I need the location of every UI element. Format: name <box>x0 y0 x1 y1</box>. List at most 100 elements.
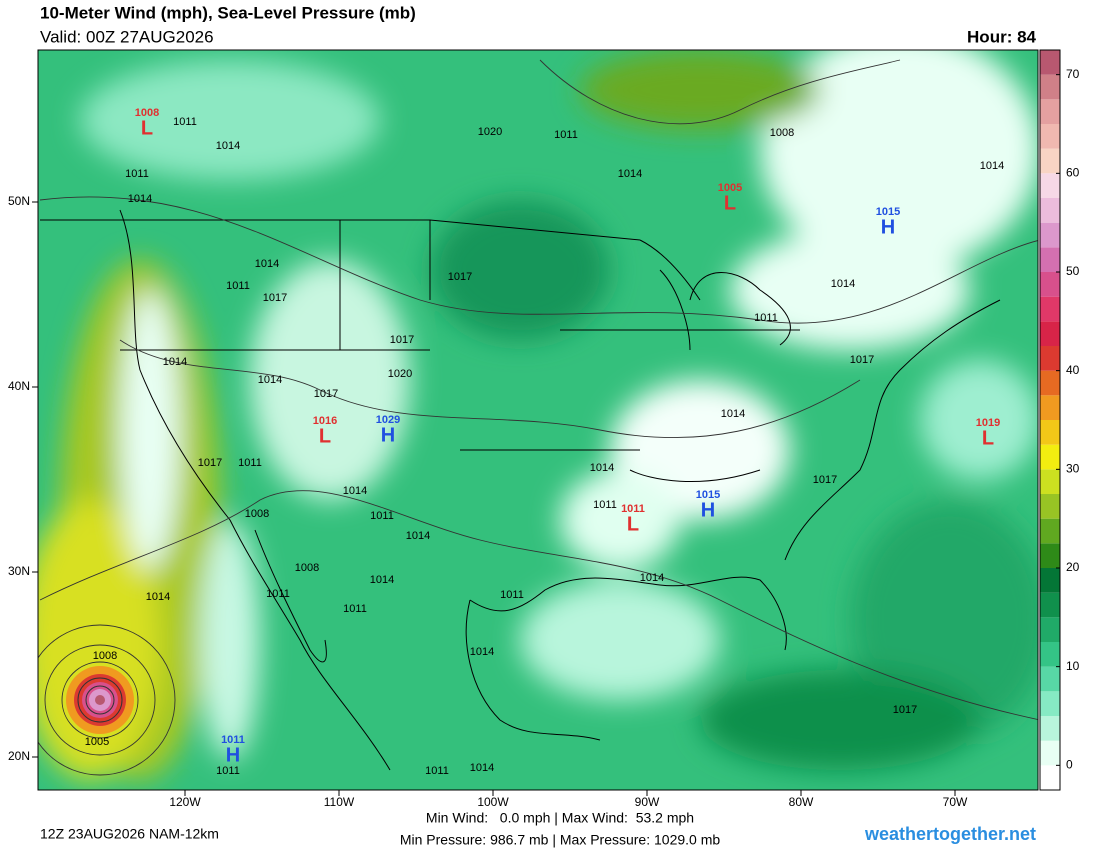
color-band <box>1040 592 1060 618</box>
isobar-label: 1017 <box>448 271 472 283</box>
colorbar-label: 60 <box>1066 166 1080 180</box>
isobar-label: 1014 <box>216 140 240 152</box>
isobar-label: 1017 <box>850 354 874 366</box>
color-band <box>1040 691 1060 716</box>
color-band <box>1040 543 1060 568</box>
color-band <box>1040 272 1060 297</box>
colorbar-frame <box>1039 49 1061 791</box>
isobar-label: 1020 <box>388 368 412 380</box>
isobar-label: 1011 <box>125 168 149 180</box>
isobar-label: 1014 <box>255 258 279 270</box>
isobar-label: 1011 <box>500 589 524 601</box>
isobar-label: 1014 <box>370 574 394 586</box>
pressure-value: 1005 <box>718 182 742 194</box>
isobar-label: 1008 <box>93 650 117 662</box>
isobar-label: 1011 <box>370 510 394 522</box>
color-band <box>1040 124 1060 149</box>
isobar-label: 1017 <box>198 457 222 469</box>
color-band <box>1040 74 1060 100</box>
color-band <box>1040 370 1060 396</box>
colorbar-label: 0 <box>1066 758 1073 772</box>
pressure-value: 1016 <box>313 415 337 427</box>
color-band <box>1040 222 1060 248</box>
isobar-label: 1014 <box>980 160 1004 172</box>
color-band <box>1040 716 1060 741</box>
isobar-label: 1011 <box>425 765 449 777</box>
isobar-label: 1014 <box>128 193 152 205</box>
isobars <box>38 59 1038 776</box>
pressure-range: Min Pressure: 986.7 mb | Max Pressure: 1… <box>400 832 721 848</box>
lon-label: 70W <box>943 795 968 809</box>
color-band <box>1040 420 1060 445</box>
coastlines <box>40 209 1001 771</box>
lon-label: 90W <box>635 795 660 809</box>
valid-time: Valid: 00Z 27AUG2026 <box>40 27 214 46</box>
color-band <box>1040 50 1060 75</box>
pressure-center: L <box>319 425 331 447</box>
lat-label: 50N <box>8 194 30 208</box>
isobar-label: 1014 <box>831 278 855 290</box>
colorbar-label: 30 <box>1066 462 1080 476</box>
color-band <box>1040 642 1060 667</box>
forecast-hour: Hour: 84 <box>967 27 1037 46</box>
color-band <box>1040 666 1060 692</box>
color-band <box>1040 99 1060 124</box>
lon-label: 100W <box>477 795 509 809</box>
isobar-label: 1014 <box>470 646 494 658</box>
pressure-value: 1019 <box>976 417 1000 429</box>
isobar-label: 1017 <box>893 704 917 716</box>
isobar-label: 1008 <box>770 127 794 139</box>
pressure-center: L <box>982 427 994 449</box>
pressure-value: 1029 <box>376 414 400 426</box>
isobar-label: 1008 <box>295 562 319 574</box>
isobar-label: 1017 <box>263 292 287 304</box>
isobar-label: 1014 <box>343 485 367 497</box>
lon-label: 110W <box>324 795 355 809</box>
lat-label: 40N <box>8 379 30 393</box>
pressure-center: L <box>627 513 639 535</box>
color-band <box>1040 247 1060 272</box>
isobar-label: 1011 <box>554 129 578 141</box>
isobar-label: 1005 <box>85 736 109 748</box>
isobar-label: 1014 <box>163 356 187 368</box>
colorbar-label: 40 <box>1066 363 1080 377</box>
isobar-label: 1014 <box>406 530 430 542</box>
colorbar-label: 20 <box>1066 560 1080 574</box>
pressure-value: 1011 <box>221 734 245 746</box>
pressure-center: H <box>226 744 240 766</box>
wind-field <box>38 50 1038 780</box>
map-area: 1011 1014 1011 1014 1020 1011 1014 1008 1014 1014… <box>38 50 1038 790</box>
pressure-value: 1015 <box>696 489 720 501</box>
color-band <box>1040 469 1060 494</box>
isobar-label: 1014 <box>258 374 282 386</box>
color-band <box>1040 296 1060 322</box>
isobar-label: 1011 <box>226 280 250 292</box>
pressure-center: H <box>701 499 715 521</box>
color-band <box>1040 346 1060 371</box>
map-frame <box>37 49 1039 791</box>
isobar-label: 1014 <box>721 408 745 420</box>
color-band <box>1040 395 1060 420</box>
color-band <box>1040 321 1060 346</box>
lon-label: 80W <box>789 795 814 809</box>
lat-label: 30N <box>8 564 30 578</box>
isobar-label: 1014 <box>640 572 664 584</box>
isobar-label: 1014 <box>618 168 642 180</box>
color-band <box>1040 740 1060 766</box>
pressure-value: 1011 <box>621 503 645 515</box>
isobar-label: 1011 <box>343 603 367 615</box>
color-band <box>1040 494 1060 519</box>
color-band <box>1040 568 1060 593</box>
isobar-label: 1014 <box>470 762 494 774</box>
wind-range: Min Wind: 0.0 mph | Max Wind: 53.2 mph <box>426 810 694 826</box>
pressure-center: H <box>881 216 895 238</box>
isobar-label: 1011 <box>173 116 197 128</box>
pressure-center: L <box>141 117 153 139</box>
title: 10-Meter Wind (mph), Sea-Level Pressure … <box>40 3 416 22</box>
isobar-label: 1014 <box>590 462 614 474</box>
isobar-label: 1011 <box>754 312 778 324</box>
color-band <box>1040 444 1060 470</box>
color-band <box>1040 198 1060 223</box>
pressure-value: 1015 <box>876 206 900 218</box>
